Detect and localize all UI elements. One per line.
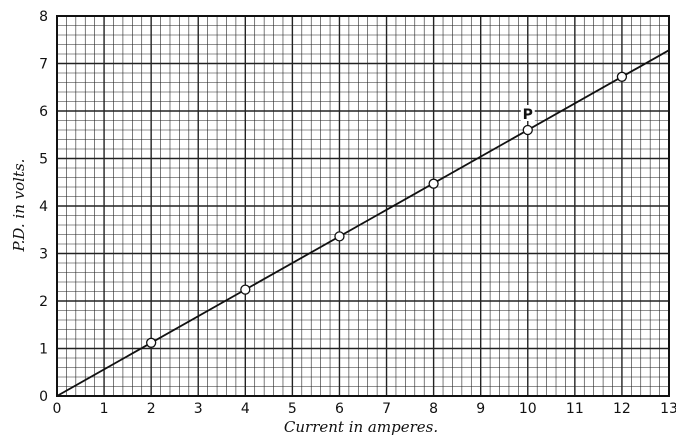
x-tick-label-6: 6: [335, 401, 344, 417]
point-label-p: P: [523, 107, 533, 123]
y-tick-label-3: 3: [39, 247, 48, 263]
y-tick-label-2: 2: [39, 294, 48, 310]
annotations: P: [520, 105, 535, 123]
fit-line: [56, 49, 670, 397]
y-tick-label-5: 5: [39, 152, 48, 168]
data-point-1: [146, 337, 157, 348]
plot-border: [56, 15, 670, 397]
y-tick-label-6: 6: [39, 104, 48, 120]
x-tick-label-9: 9: [476, 401, 485, 417]
x-tick-label-11: 11: [566, 401, 584, 417]
data-points: [146, 71, 628, 348]
y-tick-label-7: 7: [39, 57, 48, 73]
x-tick-label-13: 13: [660, 401, 676, 417]
y-tick-label-1: 1: [39, 342, 48, 358]
x-tick-label-2: 2: [147, 401, 156, 417]
x-tick-label-12: 12: [613, 401, 631, 417]
x-tick-label-0: 0: [53, 401, 62, 417]
x-tick-label-4: 4: [241, 401, 250, 417]
data-point-2: [240, 284, 251, 295]
data-point-6: [616, 71, 628, 82]
x-tick-label-1: 1: [100, 401, 109, 417]
x-tick-label-3: 3: [194, 401, 203, 417]
x-tick-label-10: 10: [519, 401, 537, 417]
data-point-4: [428, 178, 439, 189]
annotation-backdrop: [520, 105, 535, 121]
x-tick-label-8: 8: [429, 401, 438, 417]
y-axis-title: P.D. in volts.: [10, 159, 28, 253]
x-axis-title: Current in amperes.: [284, 418, 438, 436]
y-tick-label-4: 4: [39, 199, 48, 215]
y-tick-label-8: 8: [39, 9, 48, 25]
fit-line-group: [56, 49, 670, 397]
data-point-3: [334, 231, 345, 242]
x-tick-label-7: 7: [382, 401, 391, 417]
plot-frame: [56, 15, 670, 397]
y-tick-label-0: 0: [39, 389, 48, 405]
x-tick-label-5: 5: [288, 401, 297, 417]
data-point-5: [522, 124, 533, 136]
